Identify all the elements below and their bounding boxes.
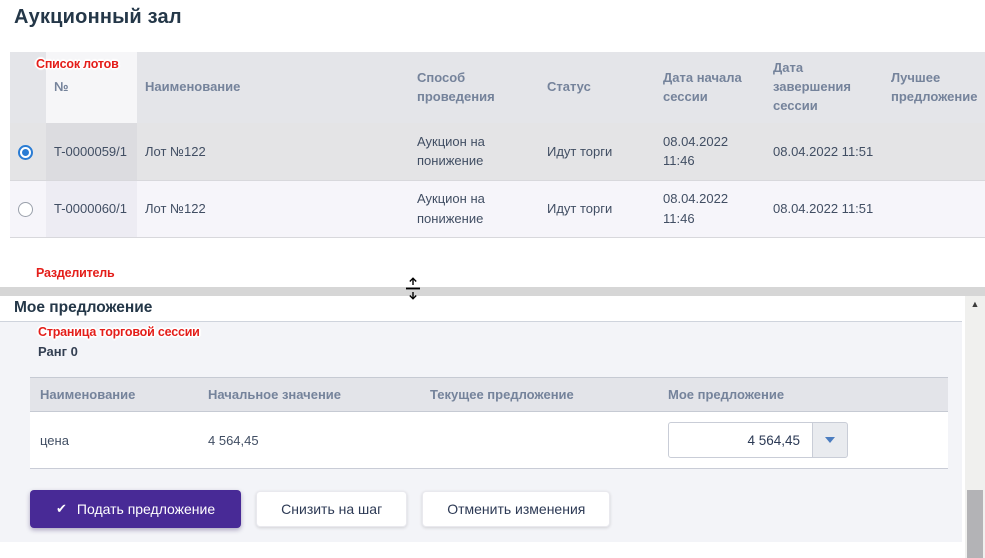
offer-column-current: Текущее предложение xyxy=(420,377,658,412)
lot-radio-cell xyxy=(10,180,46,237)
lots-header-row: № Наименование Способ проведения Статус … xyxy=(10,52,985,123)
offer-current-value xyxy=(420,411,658,469)
scrollbar-thumb[interactable] xyxy=(967,490,983,558)
lot-session-start: 08.04.2022 11:46 xyxy=(663,133,729,169)
lot-name: Лот №122 xyxy=(145,200,206,216)
offer-row: цена 4 564,45 xyxy=(30,411,948,469)
lot-session-end: 08.04.2022 11:51 xyxy=(773,200,874,216)
offer-column-my-offer: Мое предложение xyxy=(658,377,948,412)
lot-number: T-0000059/1 xyxy=(46,123,137,180)
lot-radio-cell xyxy=(10,123,46,180)
offer-dropdown-button[interactable] xyxy=(812,422,848,458)
column-header-number: № xyxy=(46,52,137,123)
offer-table: Наименование Начальное значение Текущее … xyxy=(30,377,948,469)
lot-radio-button[interactable] xyxy=(18,201,33,217)
offer-input-cell xyxy=(658,411,948,469)
pane-divider[interactable] xyxy=(0,287,985,296)
my-offer-title: Мое предложение xyxy=(14,299,153,316)
lot-radio-button[interactable] xyxy=(18,144,33,160)
annotation-divider: Разделитель xyxy=(36,266,115,280)
action-buttons: ✔ Подать предложение Снизить на шаг Отме… xyxy=(30,490,611,528)
rank-label: Ранг 0 xyxy=(38,344,78,359)
lot-method: Аукцион на понижение xyxy=(417,133,485,169)
decrease-step-button[interactable]: Снизить на шаг xyxy=(256,491,408,527)
offer-header-row: Наименование Начальное значение Текущее … xyxy=(30,377,948,412)
offer-column-name: Наименование xyxy=(30,377,198,412)
annotation-lots-list: Список лотов xyxy=(36,57,119,71)
offer-initial-value: 4 564,45 xyxy=(198,411,420,469)
lot-row[interactable]: T-0000059/1 Лот №122 Аукцион на понижени… xyxy=(10,123,985,180)
submit-offer-label: Подать предложение xyxy=(76,501,216,517)
offer-param-name: цена xyxy=(30,411,198,469)
column-header-session-end: Дата завершения сессии xyxy=(765,52,883,123)
column-header-status: Статус xyxy=(539,52,655,123)
page-title: Аукционный зал xyxy=(14,6,182,28)
row-resize-cursor xyxy=(406,277,420,300)
up-arrow-icon: ▲ xyxy=(970,299,980,309)
scroll-up-button[interactable]: ▲ xyxy=(965,296,985,313)
chevron-down-icon xyxy=(825,437,835,443)
column-header-best-offer: Лучшее предложение xyxy=(883,52,985,123)
lot-session-end: 08.04.2022 11:51 xyxy=(773,143,874,159)
column-header-radio xyxy=(10,52,46,123)
lot-method: Аукцион на понижение xyxy=(417,191,485,226)
my-offer-header: Мое предложение xyxy=(0,296,962,322)
annotation-session-page: Страница торговой сессии xyxy=(38,325,200,339)
column-header-session-start: Дата начала сессии xyxy=(655,52,765,123)
lot-session-start: 08.04.2022 11:46 xyxy=(663,191,729,226)
trading-session-panel: Ранг 0 Наименование Начальное значение Т… xyxy=(0,322,962,542)
lot-status: Идут торги xyxy=(547,143,613,159)
cancel-changes-button[interactable]: Отменить изменения xyxy=(422,491,611,527)
lot-status: Идут торги xyxy=(547,200,613,216)
lot-number: T-0000060/1 xyxy=(46,180,137,237)
lot-name: Лот №122 xyxy=(145,143,206,159)
vertical-scrollbar[interactable]: ▲ xyxy=(965,296,985,558)
lot-row[interactable]: T-0000060/1 Лот №122 Аукцион на понижени… xyxy=(10,180,985,237)
check-icon: ✔ xyxy=(56,501,67,516)
lots-table: № Наименование Способ проведения Статус … xyxy=(10,52,985,238)
column-header-name: Наименование xyxy=(137,52,409,123)
column-header-method: Способ проведения xyxy=(409,52,539,123)
lot-best-offer xyxy=(883,180,985,237)
offer-column-initial: Начальное значение xyxy=(198,377,420,412)
my-offer-input[interactable] xyxy=(668,422,813,458)
submit-offer-button[interactable]: ✔ Подать предложение xyxy=(30,490,242,528)
lot-best-offer xyxy=(883,123,985,180)
